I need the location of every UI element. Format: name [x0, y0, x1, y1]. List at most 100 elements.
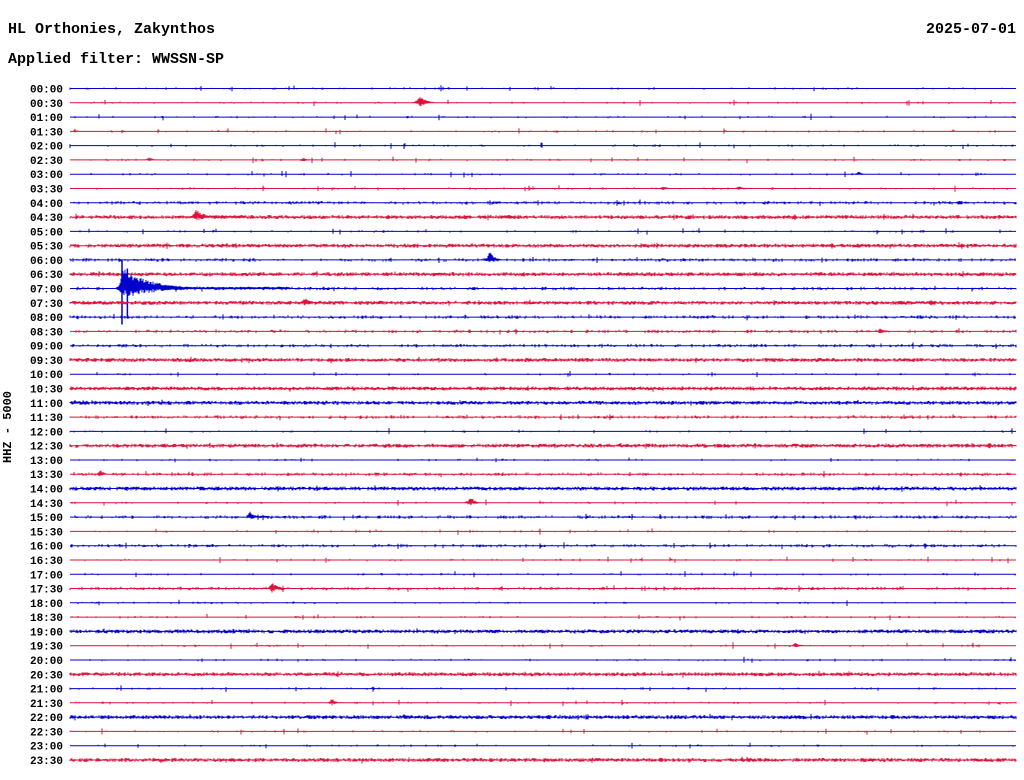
time-label-1600: 16:00 — [30, 542, 63, 554]
time-label-0130: 01:30 — [30, 127, 63, 139]
time-label-1230: 12:30 — [30, 442, 63, 454]
time-label-2230: 22:30 — [30, 727, 63, 739]
time-label-1830: 18:30 — [30, 613, 63, 625]
time-label-0700: 07:00 — [30, 285, 63, 297]
trace-row-1330 — [70, 470, 1016, 478]
station-title: HL Orthonies, Zakynthos — [8, 21, 216, 38]
trace-row-1400 — [69, 485, 1017, 492]
time-label-0100: 01:00 — [30, 113, 63, 125]
time-label-0400: 04:00 — [30, 199, 63, 211]
time-label-0330: 03:30 — [30, 185, 63, 197]
time-label-1530: 15:30 — [30, 527, 63, 539]
trace-row-0500 — [70, 228, 1016, 235]
trace-row-0300 — [70, 170, 1016, 178]
time-label-1630: 16:30 — [30, 556, 63, 568]
trace-row-0400 — [70, 199, 1017, 206]
time-label-0730: 07:30 — [30, 299, 63, 311]
time-label-0430: 04:30 — [30, 213, 63, 225]
trace-row-1030 — [69, 385, 1017, 392]
trace-row-1200 — [69, 428, 1016, 434]
trace-row-1530 — [70, 528, 1016, 535]
time-label-0000: 00:00 — [30, 85, 63, 97]
trace-row-0900 — [70, 342, 1017, 349]
time-label-1930: 19:30 — [30, 642, 63, 654]
trace-row-0330 — [70, 185, 1016, 192]
time-label-1400: 14:00 — [30, 485, 63, 497]
trace-row-0700 — [70, 269, 1017, 296]
time-label-2030: 20:30 — [30, 670, 63, 682]
trace-row-0630 — [69, 271, 1017, 278]
trace-row-0230 — [70, 156, 1016, 164]
trace-row-0030 — [70, 97, 1016, 107]
trace-row-1700 — [70, 571, 1016, 578]
trace-row-2000 — [70, 656, 1016, 663]
time-label-1330: 13:30 — [30, 470, 63, 482]
trace-row-2100 — [69, 685, 1016, 692]
time-label-2130: 21:30 — [30, 699, 63, 711]
time-label-1730: 17:30 — [30, 585, 63, 597]
time-label-1100: 11:00 — [30, 399, 63, 411]
date-label: 2025-07-01 — [925, 21, 1016, 38]
trace-row-1600 — [70, 542, 1017, 549]
trace-row-1100 — [69, 399, 1017, 406]
trace-row-2330 — [69, 756, 1017, 764]
trace-rows: 00:00 00:30 01:00 01:30 02:00 02:30 03:00 03:30… — [30, 85, 1017, 768]
time-label-2000: 20:00 — [30, 656, 63, 668]
time-label-2100: 21:00 — [30, 685, 63, 697]
time-label-0200: 02:00 — [30, 142, 63, 154]
time-label-1000: 10:00 — [30, 370, 63, 382]
trace-row-1300 — [70, 457, 1016, 463]
time-label-0500: 05:00 — [30, 227, 63, 239]
trace-row-0130 — [70, 128, 1016, 135]
time-label-0800: 08:00 — [30, 313, 63, 325]
time-label-1800: 18:00 — [30, 599, 63, 611]
trace-row-1900 — [69, 628, 1017, 635]
trace-row-1830 — [70, 613, 1016, 621]
trace-row-0200 — [69, 142, 1016, 149]
trace-row-1500 — [70, 511, 1017, 521]
time-label-1900: 19:00 — [30, 627, 63, 639]
trace-row-0530 — [69, 242, 1017, 249]
time-label-2300: 23:00 — [30, 742, 63, 754]
time-label-0300: 03:00 — [30, 170, 63, 182]
trace-row-1430 — [70, 498, 1016, 507]
time-label-2330: 23:30 — [30, 756, 63, 768]
time-label-0830: 08:30 — [30, 327, 63, 339]
trace-row-0100 — [70, 113, 1016, 121]
trace-row-0930 — [69, 356, 1017, 364]
trace-row-1230 — [69, 442, 1017, 449]
time-label-1200: 12:00 — [30, 427, 63, 439]
filter-label: Applied filter: WWSSN-SP — [8, 51, 225, 68]
time-label-0930: 09:30 — [30, 356, 63, 368]
trace-row-2200 — [69, 713, 1017, 721]
time-label-0600: 06:00 — [30, 256, 63, 268]
channel-gain-label: HHZ - 5000 — [1, 391, 15, 463]
trace-row-1000 — [70, 370, 1016, 378]
trace-row-2300 — [70, 742, 1016, 749]
trace-row-1630 — [70, 556, 1016, 564]
trace-row-0730 — [69, 298, 1017, 306]
trace-row-1930 — [70, 642, 1016, 649]
time-label-0900: 09:00 — [30, 342, 63, 354]
trace-row-1130 — [69, 414, 1017, 421]
time-label-1300: 13:00 — [30, 456, 63, 468]
time-label-1700: 17:00 — [30, 570, 63, 582]
trace-row-0000 — [69, 85, 1016, 92]
trace-row-2130 — [70, 699, 1017, 706]
time-label-1500: 15:00 — [30, 513, 63, 525]
time-label-1130: 11:30 — [30, 413, 63, 425]
time-label-2200: 22:00 — [30, 713, 63, 725]
trace-row-0600 — [69, 252, 1016, 263]
trace-row-1800 — [70, 599, 1016, 606]
trace-row-0430 — [69, 210, 1017, 221]
time-label-0030: 00:30 — [30, 99, 63, 111]
trace-row-2030 — [69, 670, 1017, 678]
trace-row-0830 — [70, 328, 1017, 335]
time-label-0230: 02:30 — [30, 156, 63, 168]
trace-row-1730 — [69, 583, 1016, 593]
trace-row-0800 — [69, 313, 1016, 321]
time-label-0530: 05:30 — [30, 242, 63, 254]
time-label-1030: 10:30 — [30, 385, 63, 397]
